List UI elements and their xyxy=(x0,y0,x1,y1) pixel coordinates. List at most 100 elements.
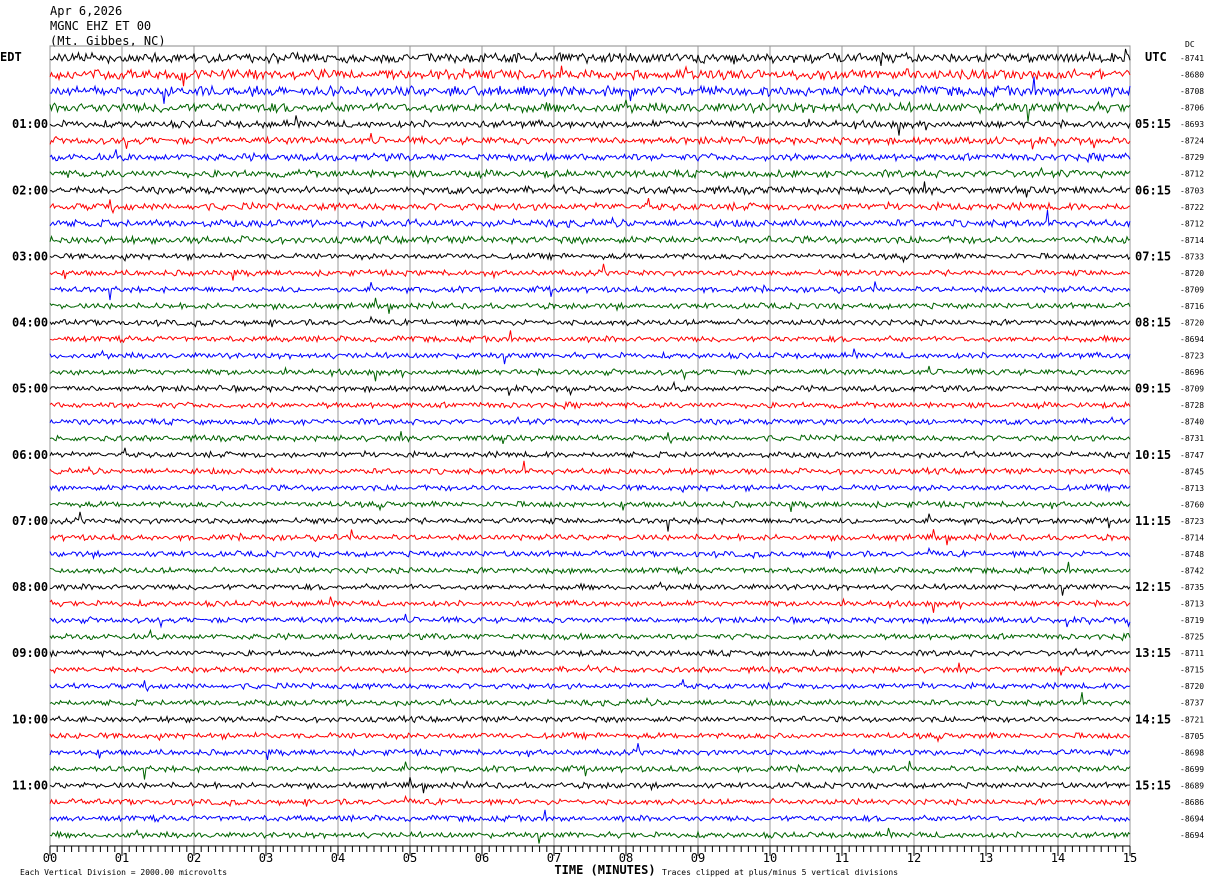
left-hour-label: 07:00 xyxy=(12,514,48,528)
clip-note: Traces clipped at plus/minus 5 vertical … xyxy=(662,868,898,877)
left-timezone-label: EDT xyxy=(0,50,22,64)
trace-row xyxy=(49,628,1131,642)
dc-offset-label: -8709 xyxy=(1180,385,1204,394)
x-tick-label: 05 xyxy=(403,851,417,865)
left-hour-label: 11:00 xyxy=(12,778,48,792)
dc-offset-label: -8686 xyxy=(1180,798,1204,807)
trace-row xyxy=(49,760,1131,780)
left-hour-label: 09:00 xyxy=(12,646,48,660)
dc-offset-label: -8706 xyxy=(1180,104,1204,113)
x-tick-label: 00 xyxy=(43,851,57,865)
dc-offset-label: -8748 xyxy=(1180,550,1204,559)
trace-row xyxy=(49,647,1130,659)
dc-offset-label: -8694 xyxy=(1180,831,1204,840)
date-label: Apr 6,2026 xyxy=(50,4,123,18)
trace-row xyxy=(49,380,1131,397)
x-tick-label: 12 xyxy=(907,851,921,865)
x-axis-label: TIME (MINUTES) xyxy=(554,863,655,877)
dc-offset-label: -8728 xyxy=(1180,401,1204,410)
dc-offset-label: -8694 xyxy=(1180,335,1204,344)
trace-row xyxy=(49,731,1131,743)
trace-row xyxy=(49,561,1131,576)
left-hour-label: 05:00 xyxy=(12,382,48,396)
right-hour-label: 13:15 xyxy=(1135,646,1171,660)
dc-offset-label: -8723 xyxy=(1180,352,1204,361)
trace-row xyxy=(49,581,1131,596)
dc-offset-label: -8731 xyxy=(1180,434,1204,443)
trace-row xyxy=(49,827,1131,844)
dc-offset-label: -8699 xyxy=(1180,765,1204,774)
plot-frame xyxy=(49,45,1131,847)
trace-row xyxy=(49,460,1131,476)
trace-row xyxy=(49,149,1131,164)
trace-row xyxy=(49,416,1131,427)
dc-offset-label: -8721 xyxy=(1180,715,1204,724)
x-tick-label: 07 xyxy=(547,851,561,865)
dc-offset-label: -8705 xyxy=(1180,732,1204,741)
trace-row xyxy=(49,181,1131,198)
dc-offset-label: -8741 xyxy=(1180,54,1204,63)
dc-offset-label: -8722 xyxy=(1180,203,1204,212)
dc-offset-label: -8720 xyxy=(1180,682,1204,691)
dc-offset-label: -8723 xyxy=(1180,517,1204,526)
trace-row xyxy=(49,263,1131,281)
trace-row xyxy=(49,447,1131,460)
trace-row xyxy=(49,251,1131,264)
x-tick-label: 13 xyxy=(979,851,993,865)
left-hour-label: 02:00 xyxy=(12,183,48,197)
x-tick-label: 14 xyxy=(1051,851,1065,865)
trace-row xyxy=(49,692,1131,708)
trace-row xyxy=(49,48,1131,66)
trace-row xyxy=(49,511,1131,532)
right-hour-label: 09:15 xyxy=(1135,382,1171,396)
x-tick-label: 09 xyxy=(691,851,705,865)
dc-offset-label: -8720 xyxy=(1180,319,1204,328)
dc-offset-label: -8725 xyxy=(1180,633,1204,642)
trace-row xyxy=(49,365,1130,382)
dc-offset-label: -8693 xyxy=(1180,120,1204,129)
dc-offset-label: -8713 xyxy=(1180,484,1204,493)
trace-row xyxy=(49,115,1131,136)
dc-offset-label: -8709 xyxy=(1180,285,1204,294)
trace-row xyxy=(49,166,1131,180)
dc-offset-label: -8708 xyxy=(1180,87,1204,96)
trace-row xyxy=(49,197,1131,215)
right-hour-label: 14:15 xyxy=(1135,712,1171,726)
left-hour-label: 08:00 xyxy=(12,580,48,594)
dc-offset-label: -8760 xyxy=(1180,500,1204,509)
trace-row xyxy=(49,234,1131,246)
dc-offset-label: -8712 xyxy=(1180,170,1204,179)
dc-offset-label: -8720 xyxy=(1180,269,1204,278)
dc-offset-label: -8747 xyxy=(1180,451,1204,460)
left-hour-label: 03:00 xyxy=(12,249,48,263)
x-tick-label: 01 xyxy=(115,851,129,865)
scale-note: Each Vertical Division = 2000.00 microvo… xyxy=(20,868,227,877)
location-label: (Mt. Gibbes, NC) xyxy=(50,34,166,48)
trace-row xyxy=(49,76,1131,104)
right-hour-label: 06:15 xyxy=(1135,183,1171,197)
trace-row xyxy=(49,662,1131,676)
dc-offset-label: -8724 xyxy=(1180,137,1204,146)
x-tick-label: 08 xyxy=(619,851,633,865)
left-hour-label: 10:00 xyxy=(12,712,48,726)
dc-offset-label: -8696 xyxy=(1180,368,1204,377)
left-hour-label: 04:00 xyxy=(12,316,48,330)
dc-offset-label: -8698 xyxy=(1180,748,1204,757)
dc-offset-label: -8713 xyxy=(1180,600,1204,609)
dc-offset-label: -8737 xyxy=(1180,699,1204,708)
station-label: MGNC EHZ ET 00 xyxy=(50,19,152,33)
trace-row xyxy=(49,297,1131,314)
right-hour-label: 10:15 xyxy=(1135,448,1171,462)
trace-row xyxy=(49,546,1131,560)
right-hour-label: 11:15 xyxy=(1135,514,1171,528)
trace-row xyxy=(49,613,1131,629)
dc-offset-label: -8715 xyxy=(1180,666,1204,675)
dc-offset-label: -8733 xyxy=(1180,252,1204,261)
trace-row xyxy=(49,529,1131,546)
trace-row xyxy=(49,714,1131,724)
x-tick-label: 03 xyxy=(259,851,273,865)
dc-offset-label: -8740 xyxy=(1180,418,1204,427)
dc-offset-label: -8712 xyxy=(1180,219,1204,228)
